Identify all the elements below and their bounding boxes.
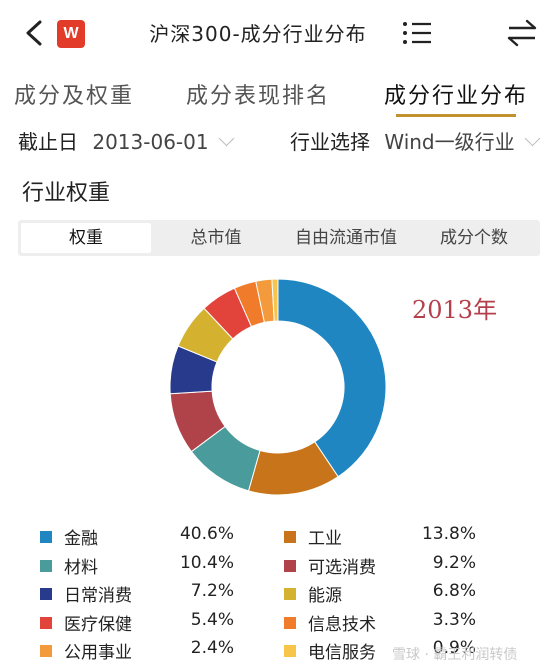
tab-bar: 成分及权重 成分表现排名 成分行业分布 (0, 72, 556, 117)
section-title: 行业权重 (22, 181, 111, 206)
legend-item[interactable]: 日常消费 7.2% (40, 581, 234, 609)
legend-item[interactable]: 医疗保健 5.4% (40, 610, 234, 638)
legend-value: 0.9% (432, 638, 476, 658)
legend-item[interactable]: 信息技术 3.3% (284, 610, 476, 638)
segment-constituent-count[interactable]: 成分个数 (440, 228, 508, 248)
legend-swatch (284, 645, 296, 657)
segment-weight[interactable]: 权重 (21, 223, 151, 253)
legend-swatch (284, 588, 296, 600)
legend-label: 日常消费 (64, 586, 132, 606)
legend-swatch (40, 531, 52, 543)
list-icon[interactable] (402, 21, 432, 45)
swap-icon[interactable] (506, 18, 538, 48)
legend-item[interactable]: 公用事业 2.4% (40, 638, 234, 666)
legend-swatch (40, 645, 52, 657)
legend-label: 公用事业 (64, 643, 132, 663)
tab-constituents-weights[interactable]: 成分及权重 (14, 84, 135, 109)
donut-slice-0[interactable] (277, 278, 387, 478)
legend-value: 13.8% (421, 524, 476, 544)
legend-item[interactable]: 工业 13.8% (284, 524, 476, 552)
legend-swatch (40, 588, 52, 600)
tab-performance-ranking[interactable]: 成分表现排名 (186, 84, 331, 109)
donut-slice-9[interactable] (271, 278, 279, 322)
legend-value: 9.2% (432, 552, 476, 573)
legend-value: 40.6% (179, 524, 234, 544)
legend-label: 信息技术 (308, 614, 376, 635)
legend-label: 能源 (308, 586, 342, 606)
date-value: 2013-06-01 (92, 130, 209, 154)
segment-free-float-market-cap[interactable]: 自由流通市值 (295, 228, 397, 248)
legend-value: 7.2% (190, 581, 234, 601)
legend-swatch (284, 616, 296, 629)
page-title: 沪深300-成分行业分布 (149, 22, 367, 46)
legend-swatch (284, 531, 296, 543)
legend-value: 2.4% (190, 638, 234, 658)
legend-swatch (40, 559, 52, 572)
legend-item[interactable]: 金融 40.6% (40, 524, 234, 552)
legend-item[interactable]: 电信服务 0.9% (284, 638, 476, 666)
legend-swatch (40, 616, 52, 629)
legend-item[interactable]: 可选消费 9.2% (284, 553, 476, 581)
legend-value: 6.8% (432, 581, 476, 601)
legend-label: 可选消费 (308, 557, 376, 578)
legend-value: 5.4% (190, 609, 234, 630)
legend-label: 电信服务 (308, 643, 376, 663)
legend-item[interactable]: 能源 6.8% (284, 581, 476, 609)
segment-total-market-cap[interactable]: 总市值 (190, 228, 242, 248)
legend-value: 3.3% (432, 609, 476, 630)
wind-logo-icon: W (57, 20, 85, 48)
date-filter[interactable]: 截止日 2013-06-01 (18, 126, 235, 154)
watermark: 雪球 · 霸王利润转债 (392, 647, 518, 663)
year-annotation: 2013年 (412, 296, 498, 324)
active-tab-indicator (396, 114, 516, 117)
date-label: 截止日 (18, 130, 78, 154)
legend-item[interactable]: 材料 10.4% (40, 553, 234, 581)
legend-label: 工业 (308, 529, 342, 549)
industry-filter[interactable]: 行业选择 Wind一级行业 (290, 126, 541, 154)
legend-label: 医疗保健 (64, 614, 132, 635)
back-icon[interactable] (20, 18, 48, 48)
industry-label: 行业选择 (290, 130, 370, 154)
legend-value: 10.4% (179, 552, 234, 573)
app-header: W 沪深300-成分行业分布 (0, 0, 556, 64)
industry-weight-donut-chart (169, 278, 387, 496)
metric-segmented-control: 权重 总市值 自由流通市值 成分个数 (18, 220, 540, 256)
legend-label: 金融 (64, 529, 98, 549)
industry-value: Wind一级行业 (384, 130, 515, 154)
legend-swatch (284, 559, 296, 572)
tab-industry-distribution[interactable]: 成分行业分布 (384, 84, 529, 109)
legend-label: 材料 (64, 557, 98, 578)
